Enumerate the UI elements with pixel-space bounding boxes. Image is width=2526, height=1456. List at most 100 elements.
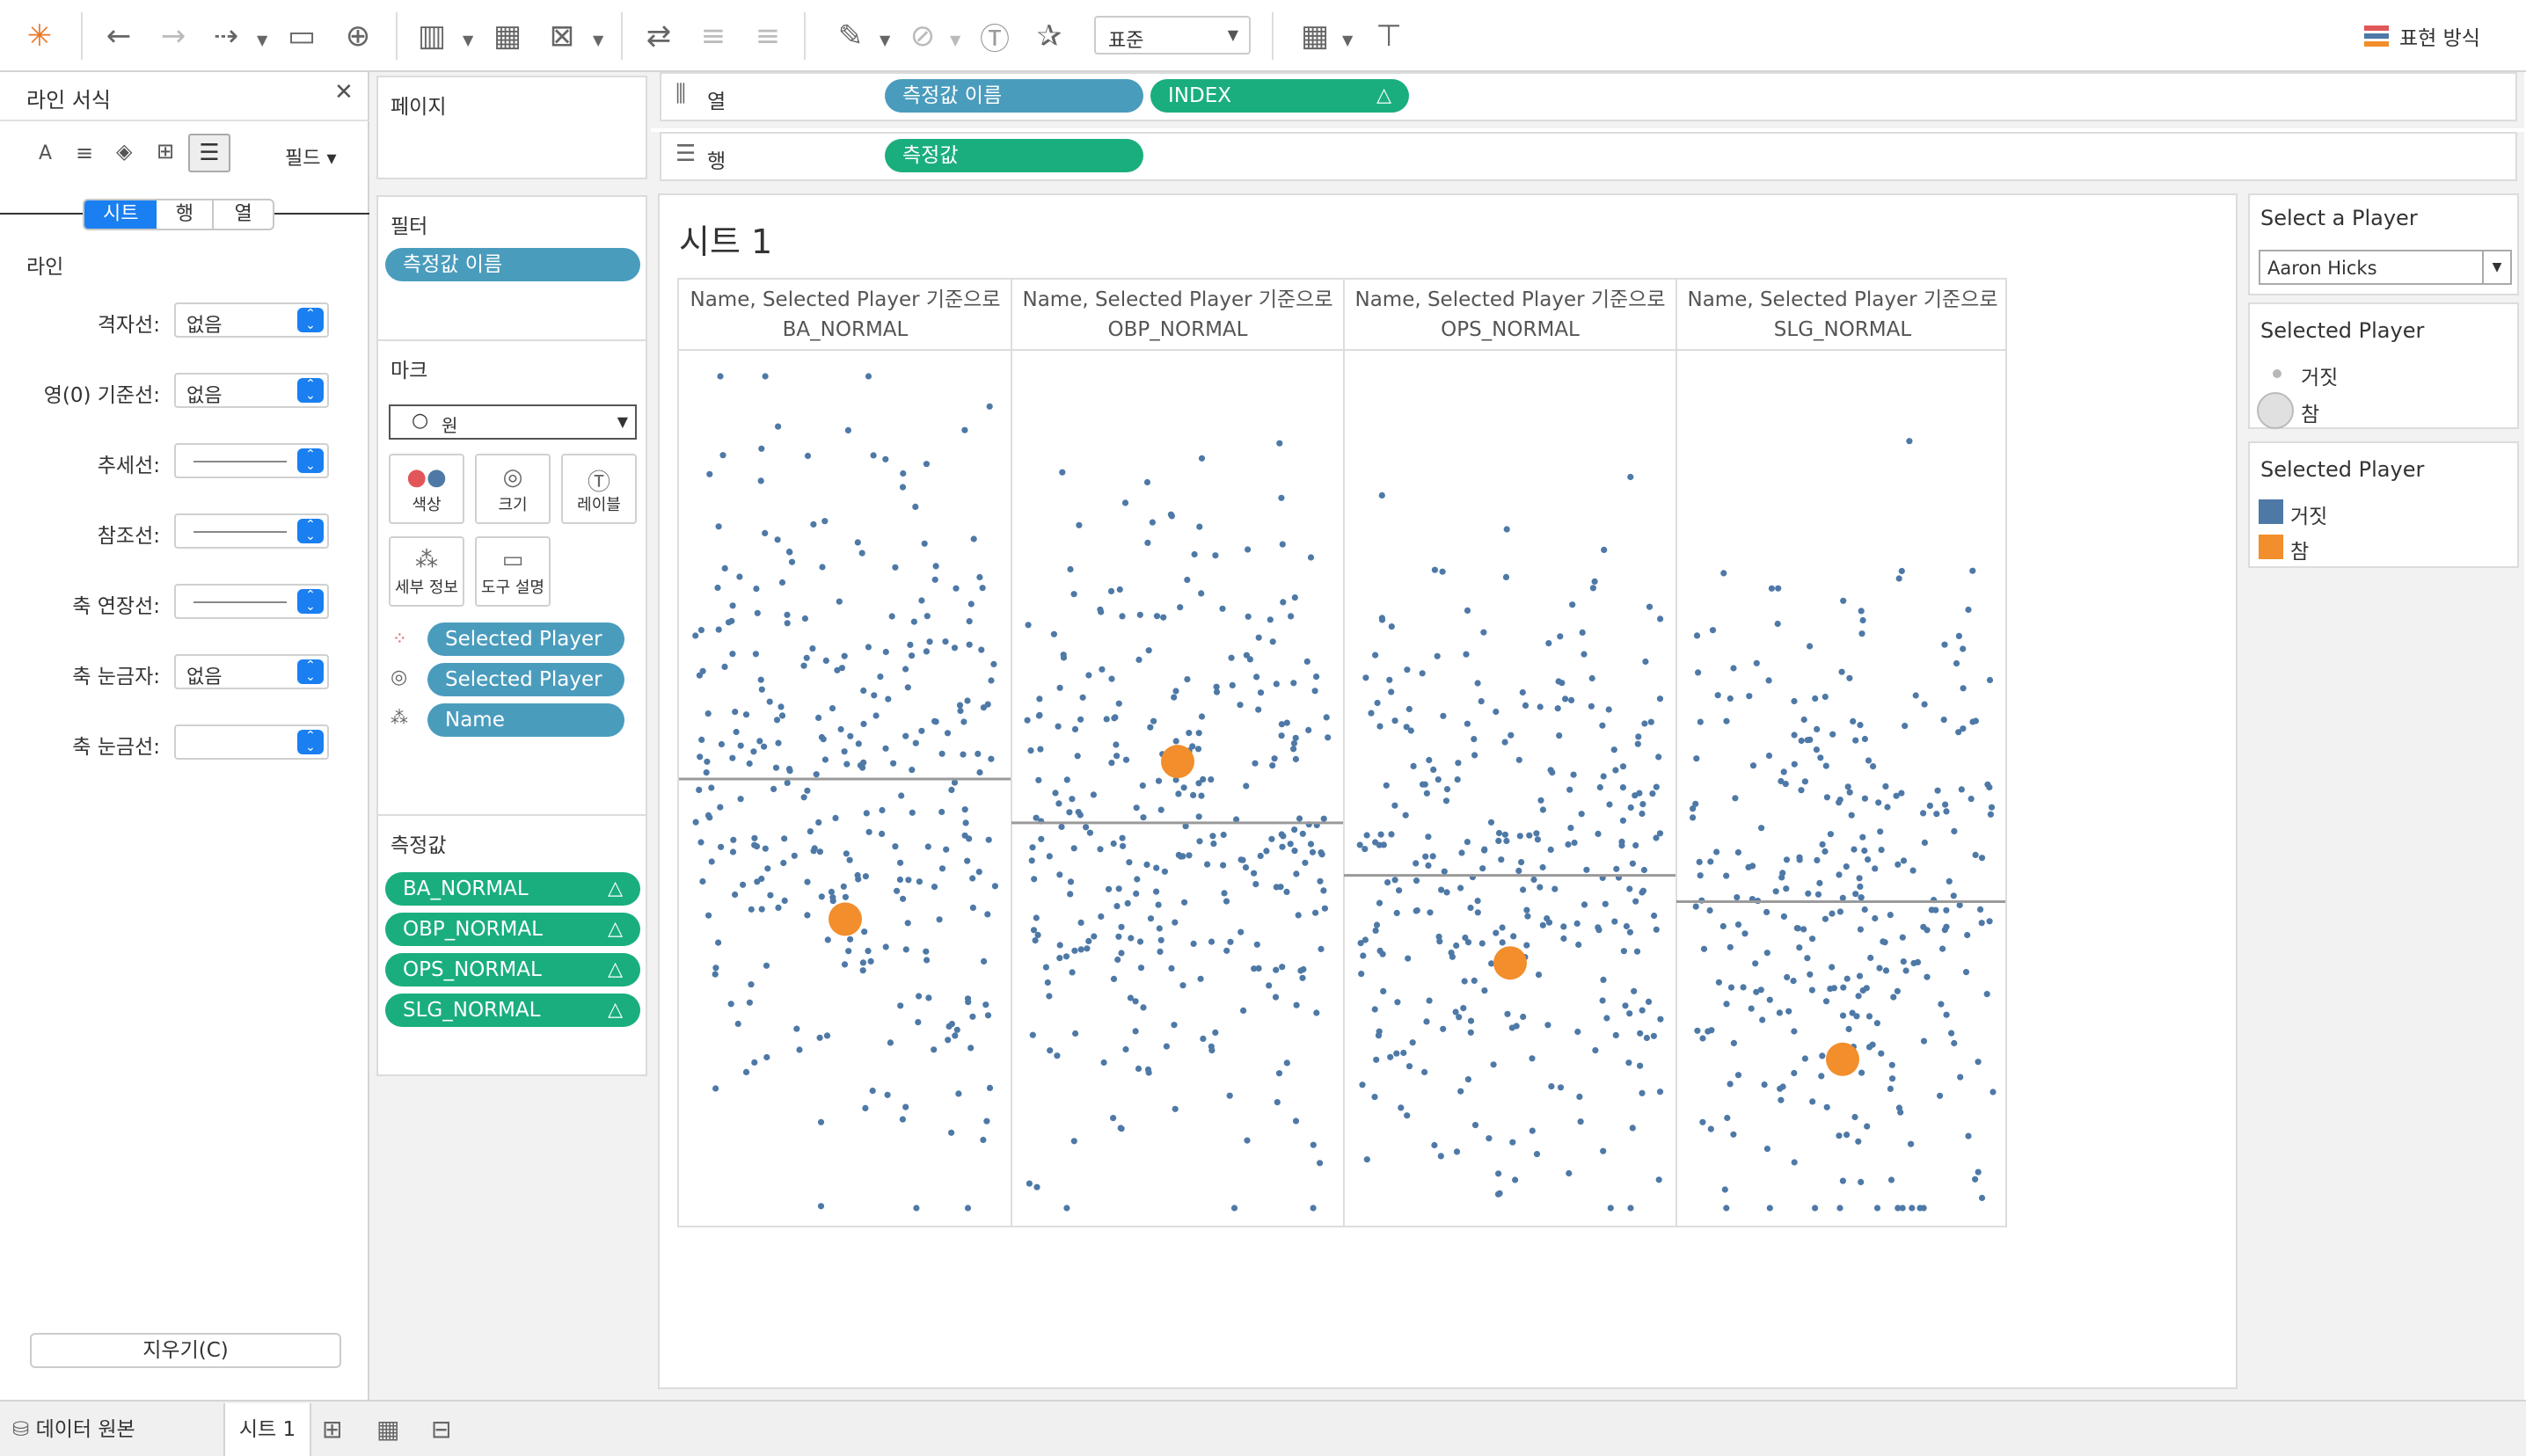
select-value: 없음 <box>186 666 223 688</box>
axis-rulers-select[interactable]: 없음 ⌃ ⌄ <box>174 654 329 689</box>
data-point <box>1697 718 1704 725</box>
legend-item[interactable]: 참 <box>2290 541 2310 564</box>
data-point <box>1208 1043 1215 1050</box>
measure-pill[interactable]: OBP_NORMAL △ <box>385 913 640 946</box>
tab-columns[interactable]: 열 <box>234 203 252 225</box>
axis-extension-select[interactable]: ⌃ ⌄ <box>174 584 329 619</box>
new-worksheet-icon[interactable]: ▥ <box>417 18 447 54</box>
replay-icon[interactable]: ⇢ <box>213 18 239 54</box>
filter-pill[interactable]: 측정값 이름 <box>385 248 640 281</box>
detail-pill[interactable]: Name <box>427 703 624 737</box>
font-format-icon[interactable]: A <box>39 142 53 164</box>
shading-format-icon[interactable]: ◈ <box>116 139 133 164</box>
borders-format-icon[interactable]: ⊞ <box>157 139 175 164</box>
color-button[interactable]: ●● 색상 <box>389 454 464 524</box>
data-point <box>1133 890 1140 898</box>
clear-button[interactable]: 지우기(C) <box>30 1333 341 1368</box>
grid-lines-select[interactable]: 없음 ⌃ ⌄ <box>174 302 329 338</box>
color-pill[interactable]: Selected Player <box>427 622 624 656</box>
highlight-icon[interactable]: ✎ <box>837 18 864 54</box>
data-point <box>1987 811 1994 818</box>
data-point <box>1070 845 1077 852</box>
rows-shelf-box[interactable]: ☰ 행 측정값 <box>660 132 2517 181</box>
size-button[interactable]: ◎ 크기 <box>475 454 551 524</box>
data-point <box>860 720 867 727</box>
data-point <box>981 957 988 965</box>
data-point <box>697 839 705 846</box>
data-point <box>1656 695 1664 703</box>
pin-icon[interactable]: ✰ <box>1036 18 1062 54</box>
reference-line-select[interactable]: ⌃ ⌄ <box>174 513 329 549</box>
tableau-logo-icon[interactable]: ✳ <box>26 18 53 54</box>
sheet-tab[interactable]: 시트 1 <box>223 1403 311 1456</box>
data-point <box>1425 834 1432 841</box>
data-point <box>1098 913 1105 920</box>
save-icon[interactable]: ▭ <box>287 18 317 54</box>
label-icon[interactable]: Ⓣ <box>980 21 1010 57</box>
legend-item[interactable]: 거짓 <box>2290 506 2328 528</box>
label-button[interactable]: Ⓣ 레이블 <box>561 454 637 524</box>
data-point <box>1099 666 1106 673</box>
group-icon[interactable]: ⊘ <box>909 18 936 54</box>
rows-pill-measure-values[interactable]: 측정값 <box>885 139 1143 172</box>
data-point <box>1627 804 1634 812</box>
new-data-source-icon[interactable]: ⊕ <box>345 18 371 54</box>
columns-shelf-box[interactable]: ⫼ 열 측정값 이름 INDEX △ <box>660 72 2517 121</box>
new-worksheet-icon[interactable]: ⊞ <box>322 1415 343 1444</box>
measure-pill[interactable]: BA_NORMAL △ <box>385 872 640 906</box>
new-dashboard-icon[interactable]: ▦ <box>376 1415 400 1444</box>
undo-icon[interactable]: ← <box>106 18 132 54</box>
data-point <box>1639 889 1646 896</box>
columns-pill-index[interactable]: INDEX △ <box>1150 79 1409 113</box>
duplicate-sheet-icon[interactable]: ▦ <box>493 18 522 54</box>
data-point <box>1438 886 1445 893</box>
data-source-tab[interactable]: ⛁ 데이터 원본 <box>12 1403 135 1456</box>
close-icon[interactable]: ✕ <box>334 79 354 106</box>
data-point <box>898 792 905 799</box>
player-select[interactable]: Aaron Hicks ▼ <box>2259 250 2512 285</box>
mark-type-select[interactable]: ○ 원 ▼ <box>389 404 637 440</box>
tooltip-button[interactable]: ▭ 도구 설명 <box>475 536 551 607</box>
tab-rows[interactable]: 행 <box>157 200 215 229</box>
data-point <box>1759 1016 1766 1023</box>
pages-card[interactable]: 페이지 <box>376 76 647 179</box>
zero-line-select[interactable]: 없음 ⌃ ⌄ <box>174 373 329 408</box>
swap-rows-columns-icon[interactable]: ⇄ <box>646 18 672 54</box>
redo-icon[interactable]: → <box>160 18 186 54</box>
data-point <box>1692 903 1699 910</box>
data-point <box>1435 933 1442 940</box>
measure-pill[interactable]: OPS_NORMAL △ <box>385 953 640 986</box>
detail-button[interactable]: ⁂ 세부 정보 <box>389 536 464 607</box>
data-point <box>1636 790 1643 797</box>
data-point <box>1836 871 1843 878</box>
sort-descending-icon[interactable]: ≡ <box>755 18 781 54</box>
legend-item[interactable]: 거짓 <box>2301 367 2339 389</box>
mark-type-value: 원 <box>442 415 458 436</box>
columns-pill-measure-names[interactable]: 측정값 이름 <box>885 79 1143 113</box>
view-mode-select[interactable]: 표준 ▼ <box>1094 16 1251 55</box>
data-point <box>1639 801 1646 808</box>
lines-format-icon[interactable]: ☰ <box>188 134 230 172</box>
alignment-format-icon[interactable]: ≡ <box>76 141 94 165</box>
show-me-button[interactable]: 표현 방식 <box>2364 23 2480 50</box>
data-point <box>1360 952 1367 959</box>
presentation-icon[interactable]: ⊤ <box>1376 18 1402 54</box>
axis-ticks-select[interactable]: ⌃ ⌄ <box>174 724 329 760</box>
size-pill[interactable]: Selected Player <box>427 663 624 696</box>
trend-line-select[interactable]: ⌃ ⌄ <box>174 443 329 478</box>
data-point <box>1529 1127 1536 1134</box>
data-point <box>775 739 782 746</box>
data-point <box>961 806 968 813</box>
legend-item[interactable]: 참 <box>2301 404 2320 426</box>
sort-ascending-icon[interactable]: ≡ <box>700 18 726 54</box>
data-point <box>1052 790 1059 797</box>
data-point <box>1245 546 1252 553</box>
data-point <box>829 894 836 901</box>
fields-dropdown[interactable]: 필드 ▾ <box>285 148 337 170</box>
measure-pill[interactable]: SLG_NORMAL △ <box>385 994 640 1027</box>
new-story-icon[interactable]: ⊟ <box>431 1415 452 1444</box>
data-point <box>1813 746 1820 753</box>
clear-sheet-icon[interactable]: ⊠ <box>549 18 575 54</box>
cards-icon[interactable]: ▦ <box>1300 18 1330 54</box>
tab-sheet[interactable]: 시트 <box>84 200 157 229</box>
